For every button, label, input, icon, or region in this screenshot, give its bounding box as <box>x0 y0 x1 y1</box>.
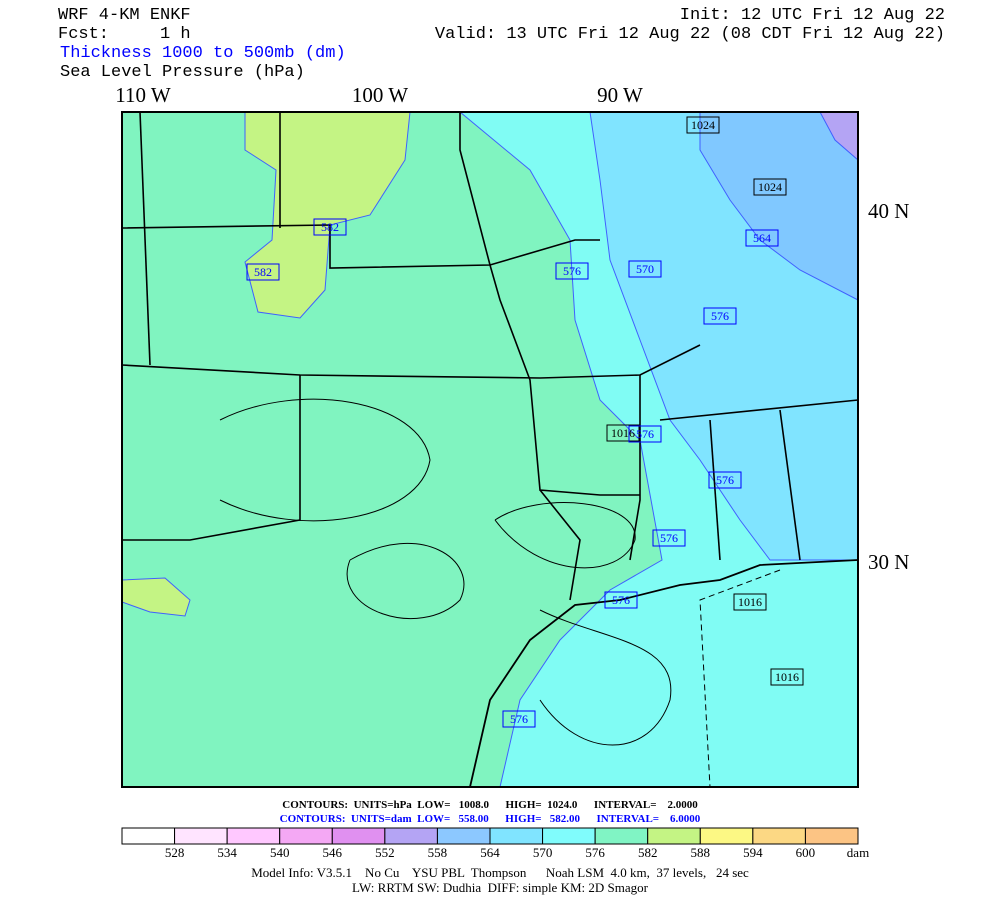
forecast-hour: Fcst: 1 h <box>58 25 191 44</box>
contour-label-box <box>745 229 779 247</box>
coastline <box>469 559 859 788</box>
colorbar-unit: dam <box>847 845 869 860</box>
contour-label: 576 <box>636 427 654 441</box>
colorbar-box <box>226 827 281 845</box>
contour-label-box <box>628 425 662 443</box>
colorbar-box <box>752 827 806 845</box>
colorbar-box <box>174 827 228 845</box>
valid-time: Valid: 13 UTC Fri 12 Aug 22 (08 CDT Fri … <box>435 25 945 44</box>
colorbar-box <box>804 827 859 845</box>
contour-label-box <box>502 710 536 728</box>
colorbar-box <box>699 827 754 845</box>
latitude-label: 40 N <box>868 199 909 223</box>
longitude-label: 90 W <box>597 83 643 107</box>
contour-label-box <box>708 471 742 489</box>
physics-info: LW: RRTM SW: Dudhia DIFF: simple KM: 2D … <box>352 880 649 895</box>
contour-label-box <box>733 593 767 611</box>
contour-label-box <box>604 591 638 609</box>
colorbar-box <box>121 827 176 845</box>
model-name: WRF 4-KM ENKF <box>58 6 191 25</box>
colorbar-box <box>594 827 649 845</box>
colorbar-tick-label: 600 <box>796 845 816 860</box>
contour-label: 1024 <box>691 118 715 132</box>
colorbar-tick-label: 570 <box>533 845 553 860</box>
colorbar-tick-label: 564 <box>480 845 500 860</box>
contour-label: 576 <box>612 593 630 607</box>
contour-label-box <box>555 262 589 280</box>
contour-label-box <box>770 668 804 686</box>
colorbar-tick-label: 576 <box>585 845 605 860</box>
colorbar-tick-label: 546 <box>323 845 343 860</box>
colorbar-tick-label: 582 <box>638 845 658 860</box>
contour-label: 1024 <box>758 180 782 194</box>
contour-label-box <box>703 307 737 325</box>
colorbar-box <box>331 827 386 845</box>
isobars <box>219 398 672 746</box>
model-info: Model Info: V3.5.1 No Cu YSU PBL Thompso… <box>251 865 749 880</box>
contour-label: 576 <box>510 712 528 726</box>
pressure-contour-info: CONTOURS: UNITS=hPa LOW= 1008.0 HIGH= 10… <box>282 799 698 811</box>
thickness-title: Thickness 1000 to 500mb (dm) <box>60 44 346 63</box>
init-time: Init: 12 UTC Fri 12 Aug 22 <box>680 6 945 25</box>
front <box>699 569 781 788</box>
contour-label: 582 <box>321 220 339 234</box>
contour-label: 582 <box>254 265 272 279</box>
pressure-title: Sea Level Pressure (hPa) <box>60 63 305 82</box>
colorbar: 528 534 540 546 552 558 564 570 576 582 588 594 600 d… <box>121 827 869 860</box>
colorbar-tick-label: 540 <box>270 845 290 860</box>
contour-label: 576 <box>711 309 729 323</box>
colorbar-tick-label: 558 <box>428 845 448 860</box>
contour-label-box <box>652 529 686 547</box>
thickness-contour-info: CONTOURS: UNITS=dam LOW= 558.00 HIGH= 58… <box>280 813 701 825</box>
contour-label: 576 <box>716 473 734 487</box>
colorbar-box <box>489 827 544 845</box>
field-582 <box>244 111 411 319</box>
contour-label: 1016 <box>738 595 762 609</box>
contour-label-box <box>313 218 347 236</box>
colorbar-box <box>436 827 491 845</box>
contour-label-box <box>246 263 280 281</box>
contour-label-box <box>753 178 787 196</box>
colorbar-tick-label: 534 <box>217 845 237 860</box>
contour-label-box <box>686 116 720 134</box>
contour-label: 576 <box>660 531 678 545</box>
contour-label: 570 <box>636 262 654 276</box>
contour-label: 564 <box>753 231 771 245</box>
contour-label: 1016 <box>611 426 635 440</box>
colorbar-box <box>279 827 333 845</box>
contour-label-box <box>606 424 640 442</box>
contour-label-box <box>628 260 662 278</box>
latitude-label: 30 N <box>868 550 909 574</box>
colorbar-tick-label: 588 <box>691 845 711 860</box>
contour-label: 1016 <box>775 670 799 684</box>
contour-label: 576 <box>563 264 581 278</box>
colorbar-tick-label: 594 <box>743 845 763 860</box>
colorbar-tick-label: 528 <box>165 845 185 860</box>
colorbar-box <box>384 827 438 845</box>
state-borders <box>121 111 859 601</box>
map-frame <box>121 111 859 788</box>
map: 1024 1024 1016 1016 1016 582 582 564 570 576 576 57… <box>121 111 859 788</box>
colorbar-box <box>542 827 596 845</box>
colorbar-tick-label: 552 <box>375 845 395 860</box>
longitude-label: 110 W <box>115 83 171 107</box>
colorbar-box <box>647 827 701 845</box>
longitude-label: 100 W <box>352 83 408 107</box>
